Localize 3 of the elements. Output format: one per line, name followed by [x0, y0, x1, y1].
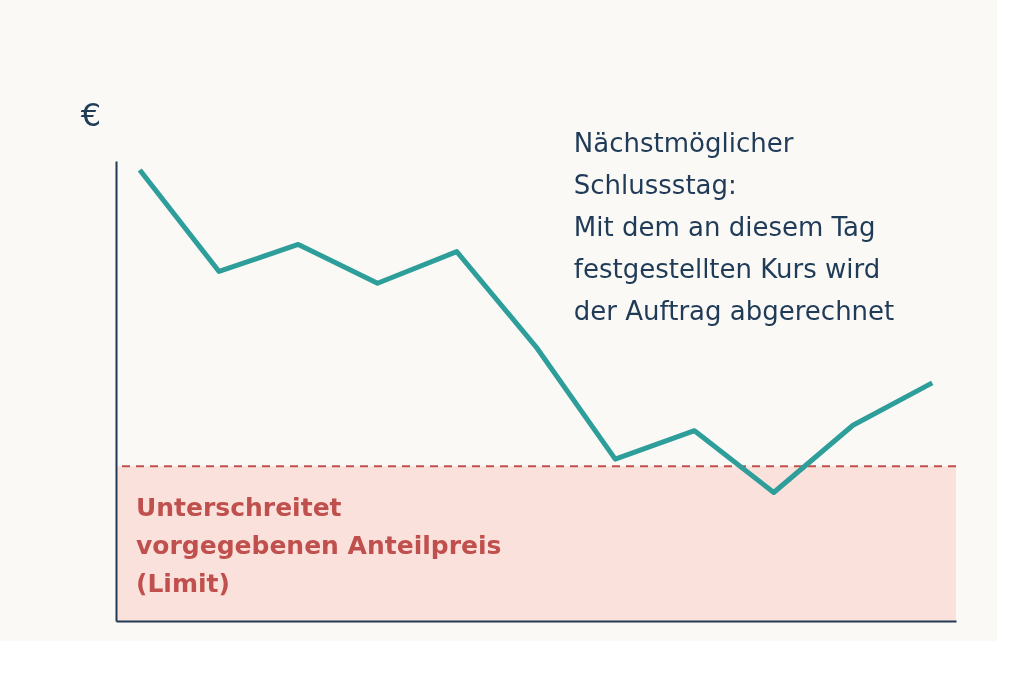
band-label: Unterschreitet vorgegebenen Anteilpreis (Limit): [136, 493, 502, 599]
annotation: Nächstmöglicher Schlussstag: Mit dem an diesem Tag festgestellten Kurs wird der Auftrag abgerechnet: [573, 128, 895, 326]
y-axis-title: €: [80, 96, 102, 134]
